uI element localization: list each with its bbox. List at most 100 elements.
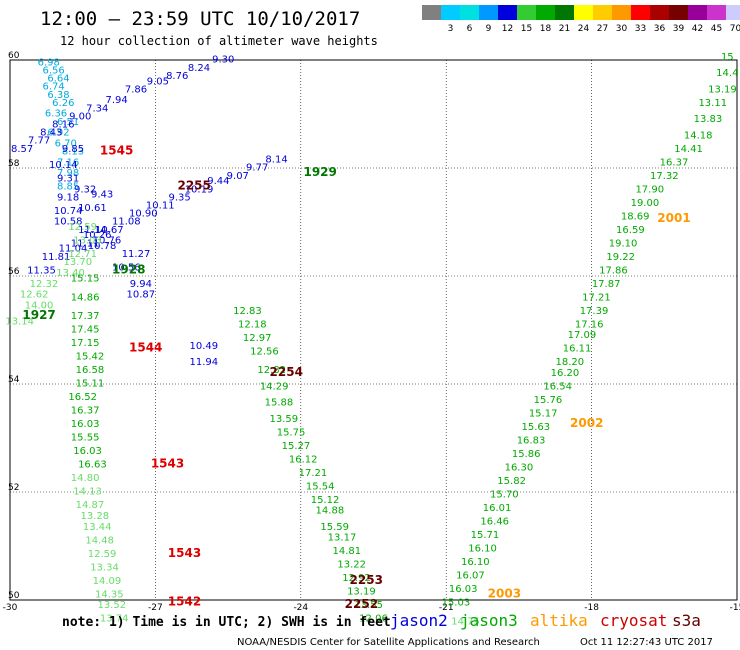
wave-height-value: 13.52 <box>97 600 126 611</box>
wave-height-value: 15.71 <box>471 530 500 541</box>
wave-height-value: 10.76 <box>93 236 122 247</box>
wave-height-value: 6.56 <box>42 66 64 77</box>
wave-height-value: 16.37 <box>660 157 689 168</box>
wave-height-value: 14.88 <box>316 506 345 517</box>
wave-height-value: 14.29 <box>260 381 289 392</box>
wave-height-value: 17.16 <box>575 319 604 330</box>
pass-time-label: 2001 <box>657 211 690 225</box>
pass-time-label: 1543 <box>168 546 201 560</box>
x-tick-label: -27 <box>148 603 163 613</box>
wave-height-value: 15.63 <box>522 422 551 433</box>
wave-height-value: 7.86 <box>125 84 147 95</box>
y-tick-label: 58 <box>8 159 20 169</box>
satellite-legend-s3a: s3a <box>672 611 701 630</box>
wave-height-value: 13.14 <box>5 317 34 328</box>
wave-height-value: 13.74 <box>100 614 129 625</box>
wave-height-value: 15.42 <box>76 352 105 363</box>
wave-height-value: 13.19 <box>708 84 737 95</box>
wave-height-value: 11.14 <box>78 225 107 236</box>
x-tick-label: -30 <box>3 603 18 613</box>
wave-height-value: 6.38 <box>47 90 69 101</box>
wave-height-value: 9.35 <box>169 192 191 203</box>
plot-frame <box>9 59 738 601</box>
wave-height-value: 9.07 <box>227 171 249 182</box>
scale-label: 27 <box>597 24 608 34</box>
wave-height-value: 16.03 <box>73 446 102 457</box>
wave-height-value: 16.30 <box>505 462 534 473</box>
wave-height-value: 12.71 <box>68 249 97 260</box>
wave-height-value: 15.76 <box>534 395 563 406</box>
wave-height-value: 14.4 <box>716 68 738 79</box>
wave-height-value: 11.81 <box>42 252 71 263</box>
x-tick-label: -18 <box>584 603 599 613</box>
wave-height-value: 16.01 <box>483 503 512 514</box>
wave-height-value: 7.16 <box>57 157 79 168</box>
wave-height-value: 19.10 <box>609 238 638 249</box>
wave-height-value: 7.98 <box>57 168 79 179</box>
satellite-legend-jason2: jason2 <box>390 611 448 630</box>
pass-time-label: 1542 <box>168 594 201 608</box>
wave-height-value: 10.26 <box>83 230 112 241</box>
wave-height-value: 16.10 <box>461 557 490 568</box>
wave-height-value: 12.32 <box>30 279 59 290</box>
pass-time-label: 1928 <box>112 262 145 276</box>
wave-height-value: 16.63 <box>78 460 107 471</box>
wave-height-value: 12.59 <box>88 549 117 560</box>
wave-height-value: 16.10 <box>468 543 497 554</box>
wave-height-value: 19.00 <box>631 198 660 209</box>
scale-swatch <box>498 5 517 20</box>
wave-height-value: 12.83 <box>233 306 262 317</box>
wave-height-value: 7.94 <box>105 95 127 106</box>
y-tick-label: 60 <box>8 51 20 61</box>
pass-time-label: 1927 <box>22 308 55 322</box>
wave-height-value: 16.46 <box>480 516 509 527</box>
page-subtitle: 12 hour collection of altimeter wave hei… <box>60 34 378 48</box>
scale-swatch <box>726 5 740 20</box>
wave-height-value: 14.80 <box>71 473 100 484</box>
wave-height-value: 10.67 <box>95 225 124 236</box>
wave-height-value: 13.03 <box>73 236 102 247</box>
wave-height-value: 9.43 <box>91 190 113 201</box>
wave-height-value: 9.05 <box>147 76 169 87</box>
wave-height-value: 12.97 <box>243 333 272 344</box>
pass-time-label: 2252 <box>345 597 378 611</box>
wave-height-value: 6.92 <box>47 128 69 139</box>
wave-height-value: 10.74 <box>54 206 83 217</box>
wave-height-value: 6.51 <box>57 117 79 128</box>
pass-time-label: 1544 <box>129 341 162 355</box>
scale-label: 21 <box>559 24 570 34</box>
scale-label: 30 <box>616 24 628 34</box>
wave-height-value: 17.90 <box>635 184 664 195</box>
wave-height-value: 12.18 <box>238 319 267 330</box>
wave-height-value: 8.76 <box>166 71 188 82</box>
wave-height-value: 16.54 <box>543 381 572 392</box>
wave-height-value: 16.12 <box>289 454 318 465</box>
scale-label: 12 <box>502 24 513 34</box>
wave-height-value: 15.88 <box>265 398 294 409</box>
x-tick-label: -24 <box>293 603 308 613</box>
wave-height-value: 13.55 <box>354 600 383 611</box>
scale-swatch <box>479 5 498 20</box>
wave-height-value: 17.39 <box>580 306 609 317</box>
wave-height-value: 9.85 <box>62 144 84 155</box>
satellite-legend: jason2 jason3 altika cryosat s3a <box>390 611 701 630</box>
wave-height-value: 16.07 <box>456 570 485 581</box>
wave-height-value: 9.32 <box>74 184 96 195</box>
wave-height-value: 12.59 <box>68 222 97 233</box>
wave-height-value: 11.27 <box>122 249 151 260</box>
pass-time-label: 2003 <box>488 586 521 600</box>
wave-height-value: 12.92 <box>342 573 371 584</box>
wave-height-value: 9.00 <box>69 111 91 122</box>
scale-swatch <box>631 5 650 20</box>
wave-height-value: 8.13 <box>62 147 84 158</box>
wave-height-value: 13.22 <box>337 560 366 571</box>
wave-height-value: 11.11 <box>71 238 100 249</box>
wave-height-value: 18.20 <box>555 357 584 368</box>
wave-height-value: 15.55 <box>71 433 100 444</box>
wave-height-value: 17.21 <box>299 468 328 479</box>
x-tick-label: -15 <box>730 603 740 613</box>
scale-label: 15 <box>521 24 532 34</box>
wave-height-value: 12.82 <box>257 365 286 376</box>
